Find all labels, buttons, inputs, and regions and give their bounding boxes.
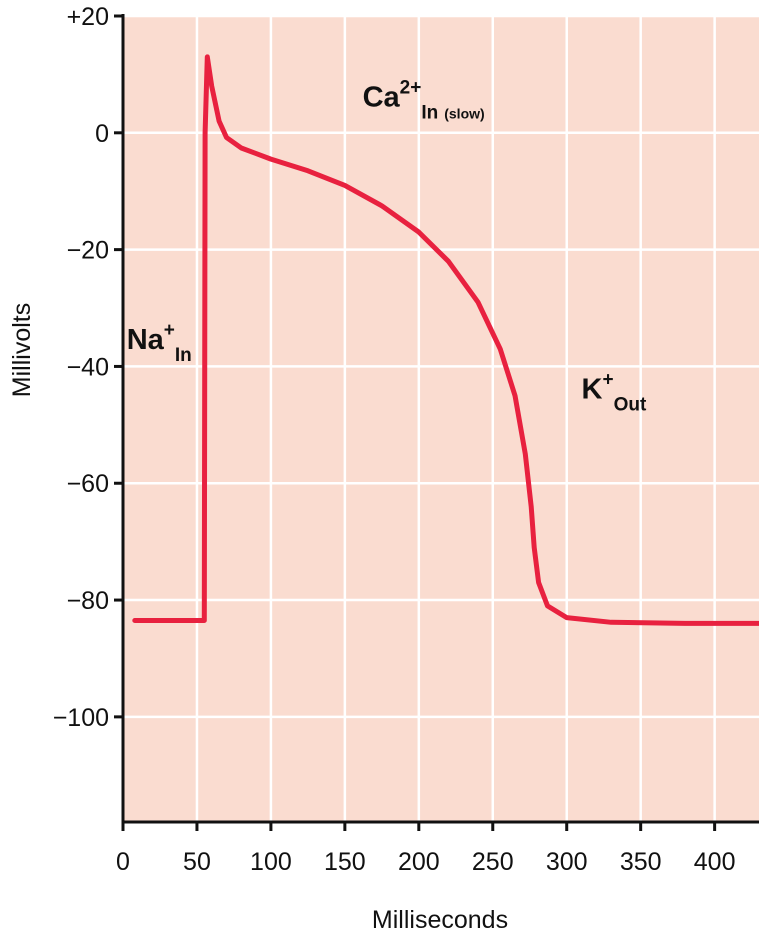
x-tick-label: 50	[183, 848, 211, 876]
x-tick-label: 300	[546, 848, 588, 876]
x-axis-title: Milliseconds	[372, 906, 508, 934]
plot-background	[123, 16, 759, 822]
x-tick-label: 200	[398, 848, 440, 876]
y-tick-label: −100	[53, 704, 109, 732]
x-tick-label: 350	[620, 848, 662, 876]
y-tick-label: −80	[67, 587, 109, 615]
x-tick-label: 100	[250, 848, 292, 876]
y-axis-title: Millivolts	[8, 303, 36, 397]
y-tick-label: −40	[67, 353, 109, 381]
y-tick-label: −20	[67, 237, 109, 265]
y-tick-label: −60	[67, 470, 109, 498]
x-tick-label: 400	[694, 848, 736, 876]
x-tick-label: 0	[116, 848, 130, 876]
y-tick-label: +20	[67, 3, 109, 31]
x-tick-label: 250	[472, 848, 514, 876]
x-tick-label: 150	[324, 848, 366, 876]
y-tick-label: 0	[95, 120, 109, 148]
